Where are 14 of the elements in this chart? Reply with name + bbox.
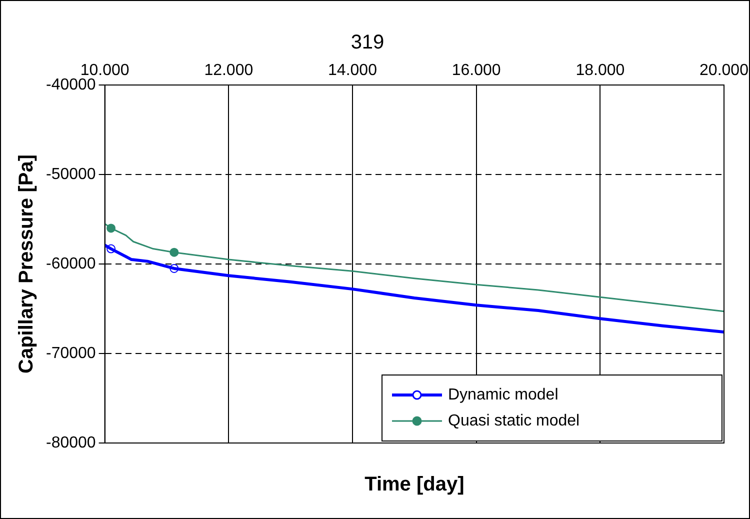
legend-label: Dynamic model	[448, 386, 558, 404]
y-tick-label: -60000	[46, 255, 96, 272]
legend-label: Quasi static model	[448, 412, 580, 430]
x-axis-title: Time [day]	[364, 474, 464, 496]
y-tick-label: -70000	[46, 344, 96, 362]
chart-title: 319	[350, 32, 384, 54]
y-axis-title: Capillary Pressure [Pa]	[16, 154, 38, 374]
y-tick-label: -50000	[46, 166, 96, 183]
x-tick-label: 18.000	[576, 62, 625, 80]
x-tick-label: 12.000	[204, 62, 254, 80]
x-tick-label: 14.000	[328, 62, 378, 80]
x-tick-label: 20.000	[700, 62, 749, 80]
x-tick-label: 16.000	[452, 62, 501, 80]
y-tick-label: -80000	[46, 434, 96, 452]
